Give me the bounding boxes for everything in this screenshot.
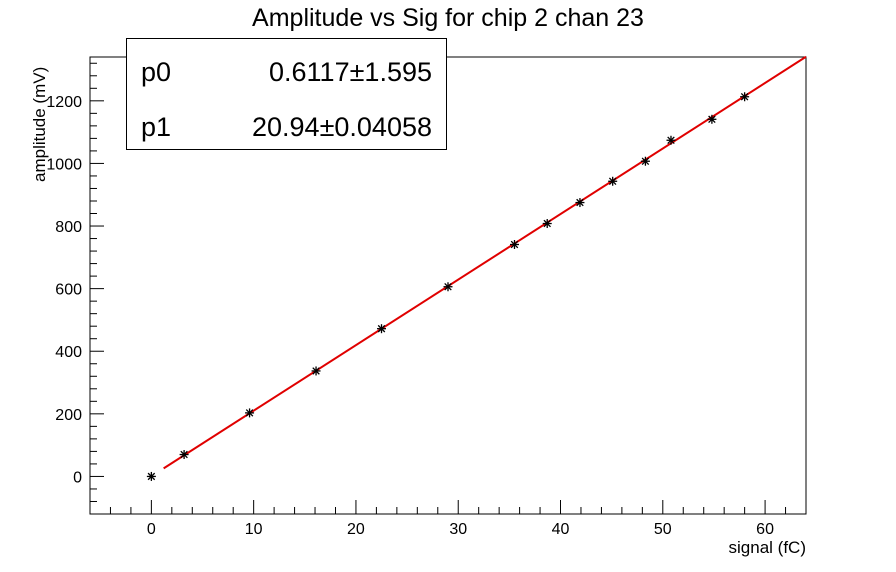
stat-value: 0.6117±1.595	[269, 57, 432, 88]
chart-title: Amplitude vs Sig for chip 2 chan 23	[252, 4, 644, 32]
y-tick-label: 1000	[46, 156, 82, 173]
x-tick-label: 20	[347, 521, 365, 538]
stat-value-number: 20.94	[251, 112, 320, 142]
stat-name: p0	[141, 57, 172, 87]
fit-line	[163, 55, 807, 470]
stat-value-error: 1.595	[364, 57, 432, 87]
data-points	[146, 92, 750, 481]
y-tick-label: 200	[55, 407, 82, 424]
plot-frame	[89, 56, 807, 515]
data-point	[707, 114, 717, 124]
y-tick-label: 400	[55, 344, 82, 361]
y-tick-label: 1200	[46, 94, 82, 111]
stat-value-error: 0.04058	[334, 112, 432, 142]
data-point	[443, 282, 453, 292]
plus-minus-symbol: ±	[349, 57, 365, 87]
stat-value-number: 0.6117	[269, 57, 350, 87]
x-tick-label: 0	[147, 521, 156, 538]
data-point	[377, 324, 387, 334]
y-tick-label: 600	[55, 282, 82, 299]
data-point	[666, 135, 676, 145]
stat-row-p0: p0 0.6117±1.595	[127, 45, 446, 95]
data-point	[608, 176, 618, 186]
fit-layer	[163, 55, 807, 470]
x-tick-label: 50	[654, 521, 672, 538]
data-point	[179, 450, 189, 460]
plus-minus-symbol: ±	[319, 112, 335, 142]
data-point	[740, 92, 750, 102]
y-tick-label: 0	[73, 469, 82, 486]
x-tick-label: 60	[756, 521, 774, 538]
data-point	[575, 198, 585, 208]
data-point	[509, 239, 519, 249]
data-point	[640, 156, 650, 166]
fit-stats-box: p0 0.6117±1.595 p1 20.94±0.04058	[126, 38, 447, 150]
stat-name: p1	[141, 112, 172, 142]
stat-row-p1: p1 20.94±0.04058	[127, 100, 446, 150]
data-point	[542, 219, 552, 229]
x-tick-label: 40	[552, 521, 570, 538]
x-axis-label: signal (fC)	[728, 538, 806, 557]
data-point	[245, 408, 255, 418]
data-point	[146, 471, 156, 481]
data-point	[311, 366, 321, 376]
x-tick-label: 10	[245, 521, 263, 538]
y-axis-label: amplitude (mV)	[30, 66, 49, 182]
stat-value: 20.94±0.04058	[252, 112, 432, 143]
x-tick-label: 30	[449, 521, 467, 538]
y-tick-label: 800	[55, 219, 82, 236]
